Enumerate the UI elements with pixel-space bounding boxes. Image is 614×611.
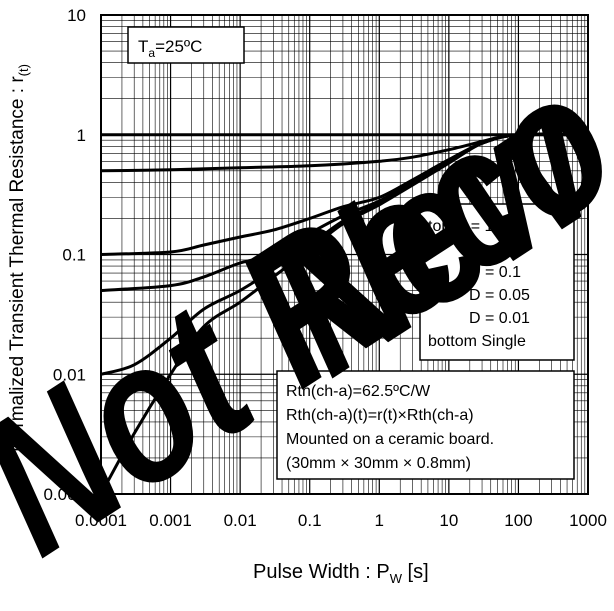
- legend-line-5: bottom Single: [428, 333, 526, 350]
- y-tick-label: 0.01: [53, 365, 86, 384]
- temperature-label: Ta=25ºC: [138, 37, 202, 60]
- x-tick-label: 0.01: [224, 511, 257, 530]
- legend-line-1: D = 0.5: [469, 241, 521, 258]
- info-line-0: Rth(ch-a)=62.5ºC/W: [286, 383, 431, 400]
- info-line-1: Rth(ch-a)(t)=r(t)×Rth(ch-a): [286, 407, 474, 424]
- y-tick-labels: 0.001 0.01 0.1 1 10: [43, 6, 86, 504]
- x-tick-label: 1000: [569, 511, 607, 530]
- x-tick-label: 100: [504, 511, 532, 530]
- info-box: Rth(ch-a)=62.5ºC/W Rth(ch-a)(t)=r(t)×Rth…: [276, 370, 575, 480]
- x-tick-label: 1: [375, 511, 384, 530]
- legend-line-3: D = 0.05: [469, 287, 530, 304]
- x-tick-label: 0.1: [298, 511, 322, 530]
- plot-frame: [100, 14, 589, 495]
- legend-line-0: top D = 1: [428, 218, 493, 235]
- legend: top D = 1 D = 0.5 D = 0.1 D = 0.05 D = 0…: [419, 203, 575, 361]
- x-tick-label: 0.001: [149, 511, 192, 530]
- info-line-2: Mounted on a ceramic board.: [286, 431, 494, 448]
- chart-curves: [99, 132, 589, 495]
- x-tick-labels: 0.0001 0.001 0.01 0.1 1 10 100 1000: [75, 511, 607, 530]
- legend-line-2: D = 0.1: [469, 264, 521, 281]
- series-line-5: [99, 132, 589, 495]
- x-tick-label: 0.0001: [75, 511, 127, 530]
- x-axis-title: Pulse Width : PW [s]: [253, 561, 429, 586]
- y-tick-label: 0.1: [62, 246, 86, 265]
- y-tick-label: 0.001: [43, 485, 86, 504]
- y-tick-label: 10: [67, 6, 86, 25]
- x-tick-label: 10: [439, 511, 458, 530]
- legend-line-4: D = 0.01: [469, 310, 530, 327]
- y-axis-title: Normalized Transient Thermal Resistance …: [7, 64, 31, 452]
- info-line-3: (30mm × 30mm × 0.8mm): [286, 455, 471, 472]
- y-tick-label: 1: [77, 126, 86, 145]
- temperature-box: Ta=25ºC: [127, 26, 245, 64]
